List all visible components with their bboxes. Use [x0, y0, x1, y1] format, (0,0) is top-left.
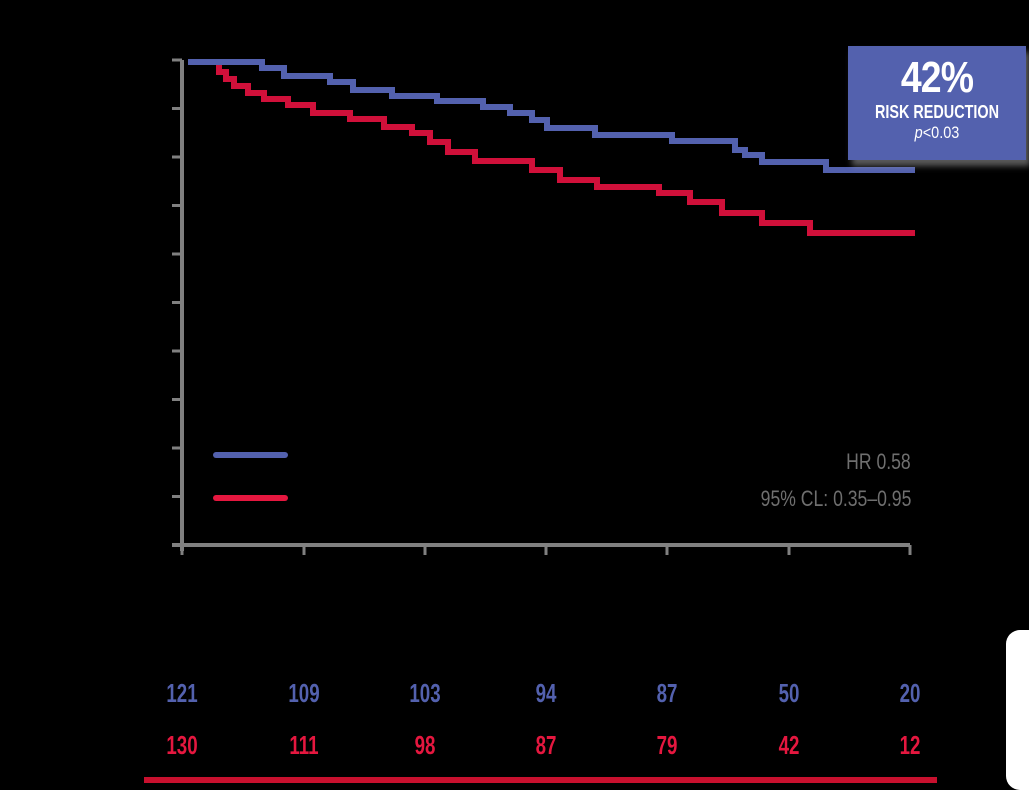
bottom-divider — [144, 777, 937, 783]
p-value: p<0.03 — [914, 123, 960, 142]
risk-count: 109 — [288, 678, 320, 708]
risk-count: 42 — [778, 730, 800, 760]
risk-reduction-badge: 42% RISK REDUCTION p<0.03 — [848, 46, 1026, 160]
risk-count: 12 — [899, 730, 921, 760]
survival-curve — [188, 59, 915, 236]
risk-reduction-value: 42% — [900, 53, 974, 102]
survival-curves — [188, 59, 915, 236]
axes — [172, 58, 912, 555]
risk-count: 130 — [166, 730, 198, 760]
survival-curve — [188, 59, 915, 173]
risk-reduction-label: RISK REDUCTION — [874, 102, 999, 122]
risk-count: 103 — [409, 678, 441, 708]
side-tab — [1006, 630, 1029, 790]
risk-count: 87 — [535, 730, 557, 760]
risk-count: 94 — [535, 678, 557, 708]
risk-count: 20 — [899, 678, 921, 708]
risk-table-row-blue: 121 109 103 94 87 50 20 — [0, 678, 1029, 708]
legend — [213, 452, 288, 501]
risk-table-row-red: 130 111 98 87 79 42 12 — [0, 730, 1029, 760]
risk-count: 79 — [656, 730, 678, 760]
risk-count: 50 — [778, 678, 800, 708]
risk-count: 87 — [656, 678, 678, 708]
risk-count: 121 — [166, 678, 198, 708]
confidence-interval: 95% CL: 0.35–0.95 — [760, 486, 911, 511]
hazard-ratio: HR 0.58 — [846, 449, 911, 474]
risk-count: 98 — [414, 730, 436, 760]
risk-count: 111 — [289, 730, 319, 760]
